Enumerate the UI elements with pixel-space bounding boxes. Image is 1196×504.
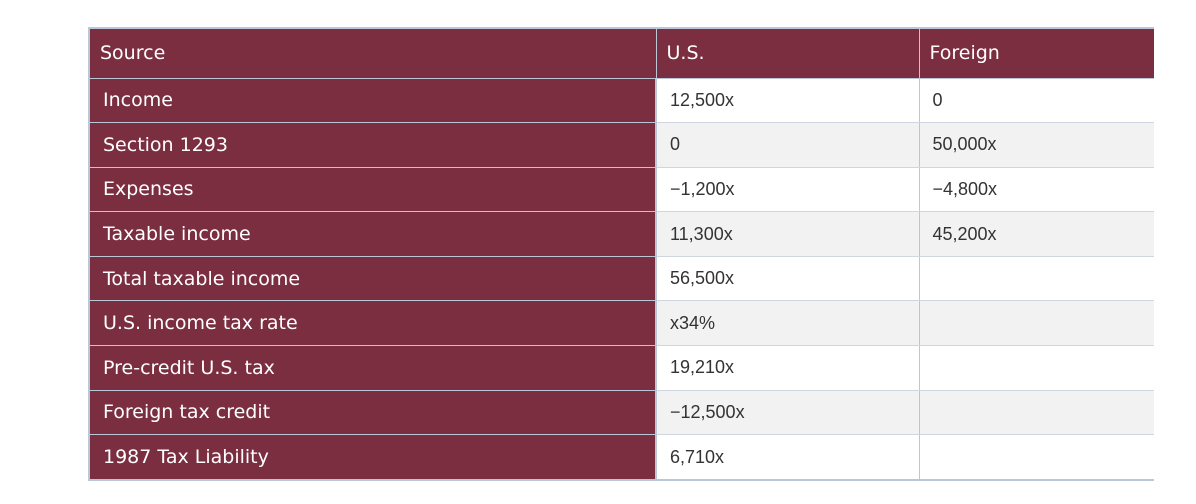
us-value-cell: 11,300x	[656, 211, 920, 257]
foreign-value-cell	[919, 390, 1154, 436]
table-row: Pre-credit U.S. tax 19,210x	[90, 345, 1154, 391]
foreign-value-cell: 45,200x	[919, 211, 1154, 257]
us-value-cell: −1,200x	[656, 167, 920, 213]
table-row: Income 12,500x 0	[90, 78, 1154, 124]
table-row: 1987 Tax Liability 6,710x	[90, 434, 1154, 480]
foreign-value-cell: 50,000x	[919, 122, 1154, 168]
row-label: Taxable income	[90, 211, 657, 257]
row-label: Pre-credit U.S. tax	[90, 345, 657, 391]
table-row: Taxable income 11,300x 45,200x	[90, 211, 1154, 257]
table-row: U.S. income tax rate x34%	[90, 300, 1154, 347]
foreign-value-cell: −4,800x	[919, 167, 1154, 213]
row-label: Expenses	[90, 167, 657, 213]
foreign-value-cell: 0	[919, 78, 1154, 124]
table-header-row: Source U.S. Foreign	[90, 29, 1154, 79]
table-row: Foreign tax credit −12,500x	[90, 390, 1154, 436]
row-label: Income	[90, 78, 657, 124]
row-label: Foreign tax credit	[90, 390, 657, 436]
us-value-cell: −12,500x	[656, 390, 920, 436]
column-header-foreign: Foreign	[919, 29, 1154, 79]
foreign-value-cell	[919, 300, 1154, 347]
us-value-cell: x34%	[656, 300, 920, 347]
column-header-us: U.S.	[656, 29, 920, 79]
table-row: Expenses −1,200x −4,800x	[90, 167, 1154, 213]
us-value-cell: 56,500x	[656, 256, 920, 302]
us-value-cell: 0	[656, 122, 920, 168]
table-row: Section 1293 0 50,000x	[90, 122, 1154, 168]
tax-table-container: Source U.S. Foreign Income 12,500x 0 Sec…	[88, 27, 1154, 482]
row-label: U.S. income tax rate	[90, 300, 657, 347]
us-value-cell: 19,210x	[656, 345, 920, 391]
foreign-value-cell	[919, 434, 1154, 480]
column-header-source: Source	[90, 29, 657, 79]
table-row: Total taxable income 56,500x	[90, 256, 1154, 302]
foreign-value-cell	[919, 256, 1154, 302]
row-label: 1987 Tax Liability	[90, 434, 657, 480]
foreign-value-cell	[919, 345, 1154, 391]
row-label: Section 1293	[90, 122, 657, 168]
tax-calculation-table: Source U.S. Foreign Income 12,500x 0 Sec…	[90, 29, 1154, 480]
us-value-cell: 6,710x	[656, 434, 920, 480]
row-label: Total taxable income	[90, 256, 657, 302]
us-value-cell: 12,500x	[656, 78, 920, 124]
